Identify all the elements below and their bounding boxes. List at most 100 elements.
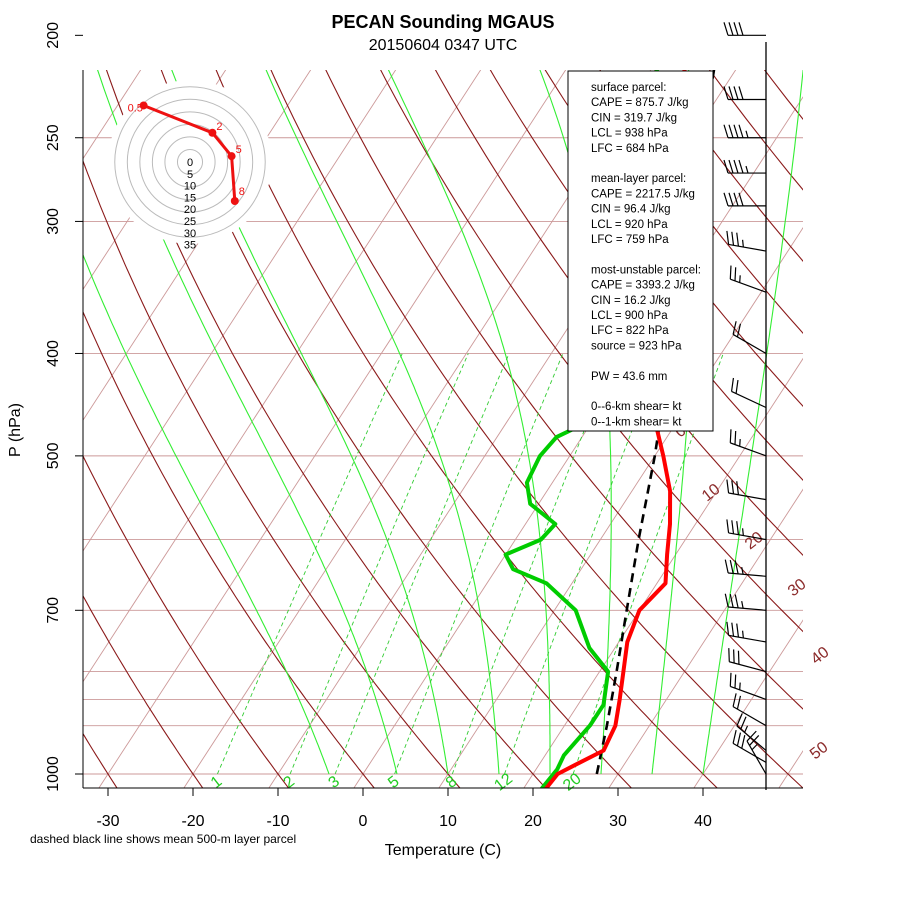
info-box-line: LFC = 684 hPa [591,143,669,155]
wind-barb-full [731,231,735,246]
wind-barb-full [729,593,734,608]
moist-adiabat-line [83,253,330,775]
wind-barb-full [732,321,737,335]
mixing-ratio-line [451,353,616,775]
dry-adiabat-line [380,70,803,633]
wind-barb-full [731,520,735,534]
wind-barb-full [734,267,737,281]
wind-barb-full [723,124,729,138]
wind-barb-half [741,630,744,639]
info-box-line: CAPE = 875.7 J/kg [591,97,689,109]
hodograph-point-label: 8 [239,186,245,198]
hodograph-ring-label: 20 [184,204,196,216]
wind-barb-full [736,713,743,727]
parcel-info-box: surface parcel: CAPE = 875.7 J/kg CIN = 31… [567,70,714,432]
hodograph-ring [176,148,204,176]
wind-barb-full [726,519,730,534]
y-axis-label: P (hPa) [7,403,24,457]
info-box-line: mean-layer parcel: [591,173,686,185]
chart-subtitle: 20150604 0347 UTC [369,37,518,54]
wind-barb-full [738,124,744,138]
wind-barb-staff [728,243,767,252]
hodograph-point-label: 2 [216,121,222,133]
wind-barb-half [741,601,744,609]
wind-barb-half [745,130,749,138]
wind-barb [729,672,767,700]
wind-barb-staff [730,685,767,700]
info-box-line: LCL = 938 hPa [591,128,668,140]
wind-barb-staff [728,634,767,643]
hodograph-point [230,197,239,205]
hodograph-ring-label: 30 [184,228,196,240]
wind-barb [726,621,767,643]
wind-barb-half [739,438,741,447]
wind-barb-half [741,567,744,575]
info-box-line: 0--1-km shear= kt [591,416,682,428]
wind-barb-full [734,674,737,689]
wind-barb-full [724,559,729,574]
y-tick-label: 400 [45,340,62,367]
info-box-frame [567,70,714,432]
info-box-line: LCL = 920 hPa [591,219,668,231]
x-tick-label: -30 [96,813,119,830]
wind-barb-full [733,124,739,138]
x-tick-label: -10 [266,813,289,830]
isotherm-line [98,70,567,788]
wind-barb-full [736,521,740,535]
wind-barb-full [740,716,747,730]
isotherm-line [83,70,312,421]
wind-barb [723,159,766,174]
moist-adiabat-line [702,70,803,775]
wind-barb-staff [728,572,767,577]
wind-barb-staff [736,725,767,751]
hodograph-point [227,152,236,161]
y-tick-label: 250 [45,124,62,151]
wind-barb-half [744,725,749,733]
wind-barb-full [736,732,742,747]
wind-barb-full [738,159,744,174]
y-tick-label: 300 [45,208,62,235]
wind-barb [730,377,767,409]
info-box-line: 0--6-km shear= kt [591,401,682,413]
hodograph-point [208,128,217,137]
mixing-ratio-line [504,353,663,775]
wind-barb [732,729,767,763]
wind-barb-staff [730,278,767,293]
hodograph-ring-label: 25 [184,216,196,228]
wind-barb [723,124,766,139]
wind-barb-full [734,430,737,445]
wind-barb-full [738,192,744,207]
wind-barb [724,559,767,577]
mixing-ratio-line [334,353,510,775]
wind-barb-full [732,729,737,744]
hodograph-point-label: 0.5 [128,102,143,114]
x-tick-label: 30 [609,813,627,830]
chart-title: PECAN Sounding MGAUS [332,12,555,32]
wind-barb-staff [730,442,767,457]
wind-barb-full [733,22,739,36]
wind-barb-full [728,86,734,100]
wind-barb [729,429,767,457]
wind-barb-full [734,594,739,608]
wind-barb-staff [728,492,767,501]
wind-barb-full [723,159,729,174]
info-box-line: CIN = 319.7 J/kg [591,112,677,124]
wind-barb-full [741,734,746,749]
wind-barb-staff [732,706,767,727]
wind-barb-staff [732,333,767,354]
parcel-trace-line [595,70,716,775]
info-box-line: LCL = 900 hPa [591,310,668,322]
wind-barb-full [732,693,737,707]
wind-barb-staff [732,742,767,763]
wind-barb-half [739,682,741,690]
hodograph-ring [126,98,254,226]
hodograph-ring [164,136,216,188]
wind-barb-full [731,622,735,637]
wind-barb [726,519,767,541]
wind-barb-half [751,744,758,751]
wind-barb-full [736,323,742,338]
info-box-line: CAPE = 2217.5 J/kg [591,188,695,200]
wind-barb-full [736,232,740,247]
wind-barb-full [728,159,734,174]
